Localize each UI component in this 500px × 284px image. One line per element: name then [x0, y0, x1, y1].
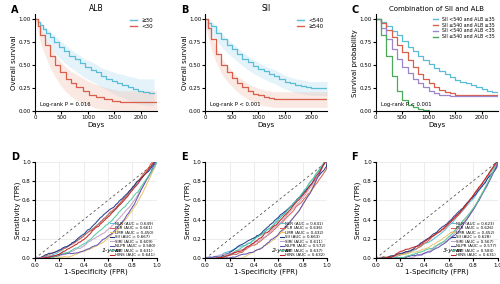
- X-axis label: Days: Days: [258, 122, 275, 128]
- Text: Log-rank P < 0.001: Log-rank P < 0.001: [210, 102, 261, 107]
- Legend: SII <540 and ALB ≥35, SII ≥540 and ALB ≥35, SII <540 and ALB <35, SII ≥540 and A: SII <540 and ALB ≥35, SII ≥540 and ALB ≥…: [433, 16, 495, 40]
- Y-axis label: Sensitivity (TPR): Sensitivity (TPR): [14, 181, 20, 239]
- Y-axis label: Sensitivity (TPR): Sensitivity (TPR): [355, 181, 362, 239]
- Title: ALB: ALB: [88, 5, 103, 13]
- Y-axis label: Survival probability: Survival probability: [352, 29, 358, 97]
- Text: 2-year: 2-year: [272, 248, 292, 253]
- Text: C: C: [352, 5, 358, 14]
- X-axis label: Days: Days: [428, 122, 446, 128]
- Text: E: E: [181, 152, 188, 162]
- X-axis label: 1-Specificity (FPR): 1-Specificity (FPR): [234, 269, 298, 275]
- Legend: NLR (AUC = 0.641), PLR (AUC = 0.636), LMR (AUC = 0.432), SII (AUC = 0.663), SIRI: NLR (AUC = 0.641), PLR (AUC = 0.636), LM…: [280, 222, 326, 258]
- Text: Log-rank P < 0.001: Log-rank P < 0.001: [380, 102, 432, 107]
- Y-axis label: Sensitivity (TPR): Sensitivity (TPR): [184, 181, 191, 239]
- Y-axis label: Overall survival: Overall survival: [182, 35, 188, 90]
- Text: 3-year: 3-year: [442, 248, 463, 253]
- Legend: ≥30, <30: ≥30, <30: [129, 17, 154, 30]
- Legend: NLR (AUC = 0.623), PLR (AUC = 0.626), LMR (AUC = 0.452), SII (AUC = 0.628), SIRI: NLR (AUC = 0.623), PLR (AUC = 0.626), LM…: [450, 222, 496, 258]
- X-axis label: Days: Days: [87, 122, 104, 128]
- Legend: <540, ≥540: <540, ≥540: [296, 17, 324, 30]
- X-axis label: 1-Specificity (FPR): 1-Specificity (FPR): [405, 269, 468, 275]
- X-axis label: 1-Specificity (FPR): 1-Specificity (FPR): [64, 269, 128, 275]
- Y-axis label: Overall survival: Overall survival: [11, 35, 17, 90]
- Text: D: D: [10, 152, 18, 162]
- Title: SII: SII: [262, 5, 271, 13]
- Text: Log-rank P = 0.016: Log-rank P = 0.016: [40, 102, 90, 107]
- Title: Combination of SII and ALB: Combination of SII and ALB: [389, 7, 484, 12]
- Text: F: F: [352, 152, 358, 162]
- Legend: NLR (AUC = 0.649), PLR (AUC = 0.661), LMR (AUC = 0.450), SII (AUC = 0.667), SIRI: NLR (AUC = 0.649), PLR (AUC = 0.661), LM…: [110, 222, 156, 258]
- Text: 1-year: 1-year: [102, 248, 122, 253]
- Text: B: B: [181, 5, 188, 14]
- Text: A: A: [10, 5, 18, 14]
